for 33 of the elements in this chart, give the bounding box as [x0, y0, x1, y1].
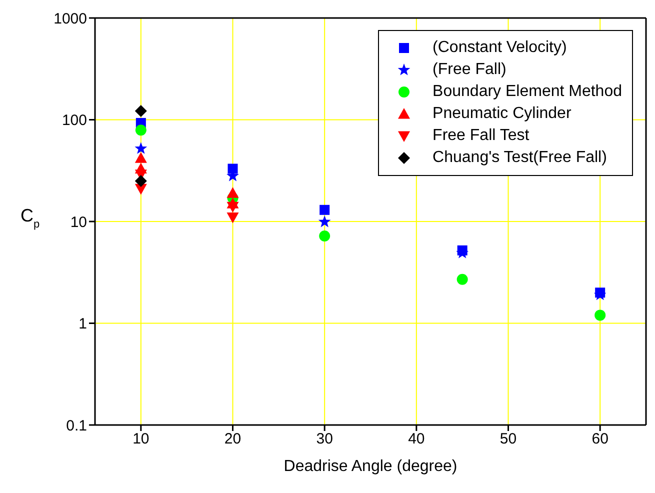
point	[134, 175, 147, 188]
point	[135, 124, 146, 136]
y-tick-label: 0.1	[66, 417, 87, 434]
legend-label: (Constant Velocity)	[432, 39, 567, 57]
legend-label: Chuang's Test(Free Fall)	[432, 149, 607, 167]
x-axis-title: Deadrise Angle (degree)	[284, 458, 458, 475]
legend-label: Free Fall Test	[432, 127, 530, 145]
point	[319, 230, 330, 242]
point	[320, 204, 330, 215]
legend-label: Boundary Element Method	[432, 83, 622, 101]
legend-label: Pneumatic Cylinder	[432, 105, 572, 123]
point	[228, 164, 238, 174]
y-axis-title: C$_{p}$	[20, 206, 40, 230]
point	[134, 152, 147, 163]
x-tick-label: 20	[224, 430, 242, 448]
y-tick-label: 10	[70, 214, 87, 231]
y-tick-label: 1	[78, 316, 87, 333]
y-tick-label: 100	[62, 112, 87, 130]
point	[456, 274, 468, 285]
x-tick-label: 40	[408, 430, 425, 448]
point	[134, 104, 147, 117]
legend-label: (Free Fall)	[432, 61, 506, 79]
x-tick-label: 60	[592, 430, 608, 448]
x-tick-label: 30	[316, 430, 333, 448]
point	[226, 202, 239, 213]
point	[594, 310, 606, 321]
point	[318, 215, 331, 228]
point	[226, 187, 239, 198]
x-tick-label: 10	[132, 430, 150, 448]
point	[134, 142, 148, 154]
y-tick-label: 1000	[54, 10, 87, 28]
x-tick-label: 50	[500, 430, 517, 448]
point	[226, 212, 239, 224]
